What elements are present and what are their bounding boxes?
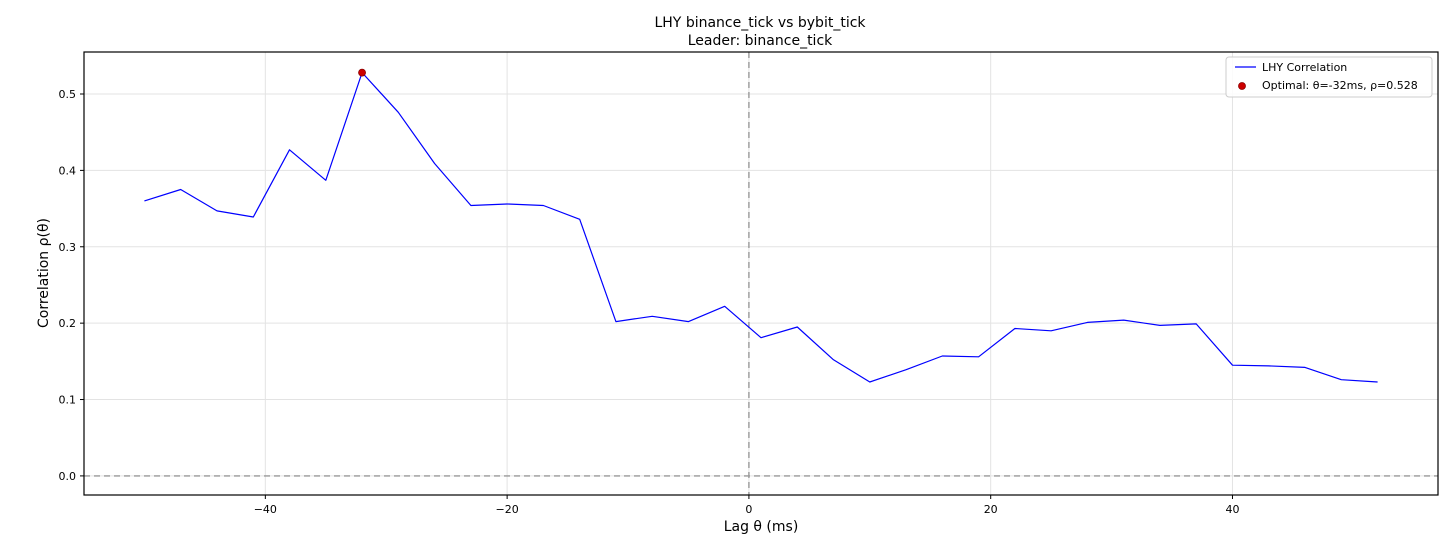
series-line <box>144 71 1378 383</box>
y-tick-label: 0.4 <box>59 164 77 177</box>
y-tick-label: 0.5 <box>59 88 77 101</box>
chart-subtitle: Leader: binance_tick <box>688 33 833 49</box>
legend-optimal-label: Optimal: θ=-32ms, ρ=0.528 <box>1262 79 1418 92</box>
reference-lines <box>84 52 1438 495</box>
legend-box <box>1225 56 1433 98</box>
x-axis-label: Lag θ (ms) <box>724 519 799 535</box>
y-axis-ticks: 0.0 0.1 0.2 0.3 0.4 0.5 <box>59 88 84 483</box>
y-axis-label: Correlation ρ(θ) <box>36 218 52 328</box>
chart-title: LHY binance_tick vs bybit_tick <box>654 15 866 31</box>
plot-frame <box>83 51 1439 496</box>
grid <box>84 52 1438 495</box>
y-tick-label: 0.1 <box>59 394 77 407</box>
y-tick-label: 0.0 <box>59 470 77 483</box>
x-tick-label: 0 <box>745 503 752 516</box>
y-tick-label: 0.2 <box>59 317 77 330</box>
x-tick-label: −40 <box>254 503 277 516</box>
x-tick-label: 40 <box>1225 503 1239 516</box>
legend-series-label: LHY Correlation <box>1262 61 1347 74</box>
series-group <box>144 71 1378 383</box>
legend-point-swatch <box>1238 82 1246 90</box>
y-tick-label: 0.3 <box>59 241 77 254</box>
legend: LHY Correlation Optimal: θ=-32ms, ρ=0.52… <box>1225 56 1433 98</box>
optimal-point <box>358 68 366 77</box>
x-tick-label: −20 <box>496 503 519 516</box>
highlight-points <box>358 68 366 77</box>
x-axis-ticks: −40 −20 0 20 40 <box>254 495 1239 516</box>
x-tick-label: 20 <box>984 503 998 516</box>
